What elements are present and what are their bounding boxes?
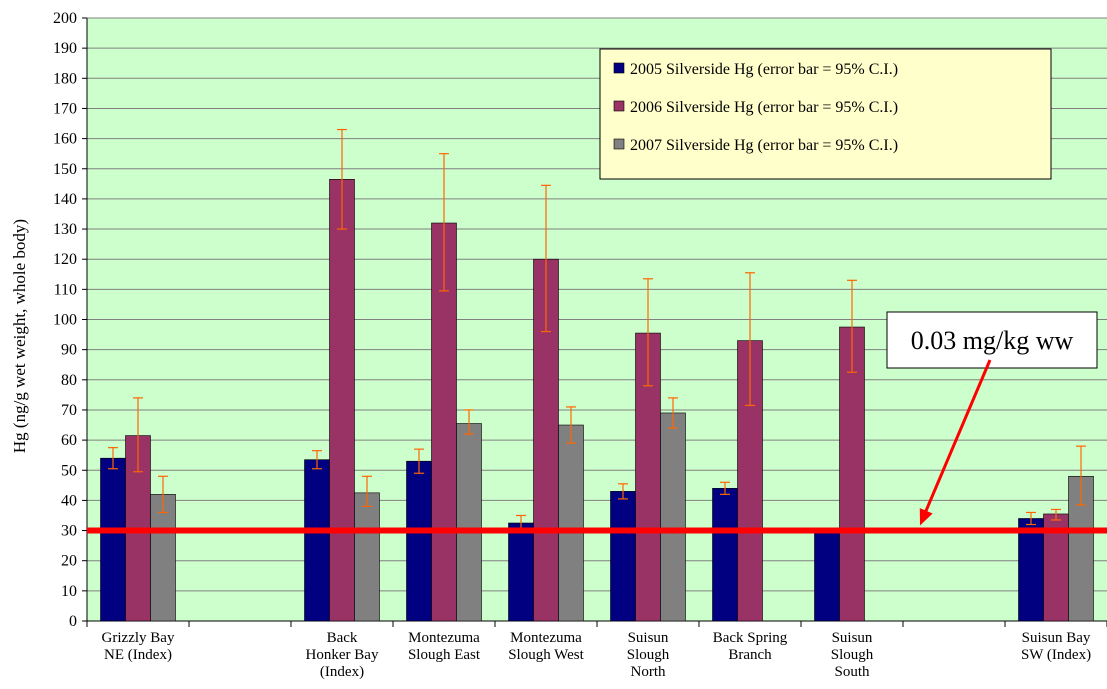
category-label: NE (Index) [104,647,172,663]
bar [610,491,636,622]
y-tick-label: 90 [61,342,77,359]
annotation-arrowhead [919,508,933,526]
category-label: North [631,664,666,680]
y-tick-label: 160 [53,131,77,148]
category-label: Suisun [628,630,669,646]
bar [712,488,738,622]
bar [100,457,126,622]
y-tick-label: 40 [61,492,77,509]
bar [1068,475,1094,622]
bar [354,492,380,622]
y-tick-label: 120 [53,251,77,268]
y-tick-label: 70 [61,402,77,419]
y-tick-label: 10 [61,583,77,600]
annotation-arrow [922,359,992,517]
y-tick-label: 150 [53,161,77,178]
annotation-box [886,311,1098,369]
bar [329,179,355,622]
annotation-text: 0.03 mg/kg ww [911,326,1074,355]
y-axis-title: Hg (ng/g wet weight, whole body) [10,219,29,453]
category-label: Grizzly Bay [102,630,175,646]
y-tick-label: 110 [54,281,77,298]
bar [304,459,330,622]
category-label: Slough [627,647,670,663]
y-tick-label: 100 [53,312,77,329]
legend-swatch [613,62,625,74]
y-tick-label: 170 [53,100,77,117]
category-label: Honker Bay [306,647,379,663]
category-label: Montezuma [408,630,480,646]
bar [839,326,865,622]
bar [558,424,584,622]
category-label: Back Spring [713,630,788,646]
y-tick-label: 190 [53,40,77,57]
y-tick-label: 50 [61,462,77,479]
category-label: South [834,664,870,680]
category-label: Slough West [508,647,584,663]
legend-swatch [613,100,625,112]
bar [456,423,482,622]
y-tick-label: 80 [61,372,77,389]
category-label: Branch [728,647,772,663]
category-label: Slough East [408,647,481,663]
y-tick-label: 130 [53,221,77,238]
bar [660,412,686,622]
y-tick-label: 60 [61,432,77,449]
bar [508,522,534,622]
legend-label: 2006 Silverside Hg (error bar = 95% C.I.… [630,99,898,116]
legend [599,48,1052,180]
legend-label: 2007 Silverside Hg (error bar = 95% C.I.… [630,137,898,154]
category-label: Suisun Bay [1022,630,1091,646]
bar [814,528,840,622]
y-tick-label: 200 [53,10,77,27]
bar [406,460,432,622]
y-tick-label: 20 [61,553,77,570]
y-tick-label: 180 [53,70,77,87]
category-label: Back [327,630,358,646]
category-label: (Index) [320,664,364,680]
legend-swatch [613,138,625,150]
legend-label: 2005 Silverside Hg (error bar = 95% C.I.… [630,61,898,78]
bar [1018,518,1044,622]
category-label: Suisun [832,630,873,646]
bar [150,494,176,622]
category-label: SW (Index) [1021,647,1091,663]
category-label: Slough [831,647,874,663]
y-tick-label: 0 [69,613,77,630]
y-tick-label: 30 [61,523,77,540]
y-tick-label: 140 [53,191,77,208]
category-label: Montezuma [510,630,582,646]
